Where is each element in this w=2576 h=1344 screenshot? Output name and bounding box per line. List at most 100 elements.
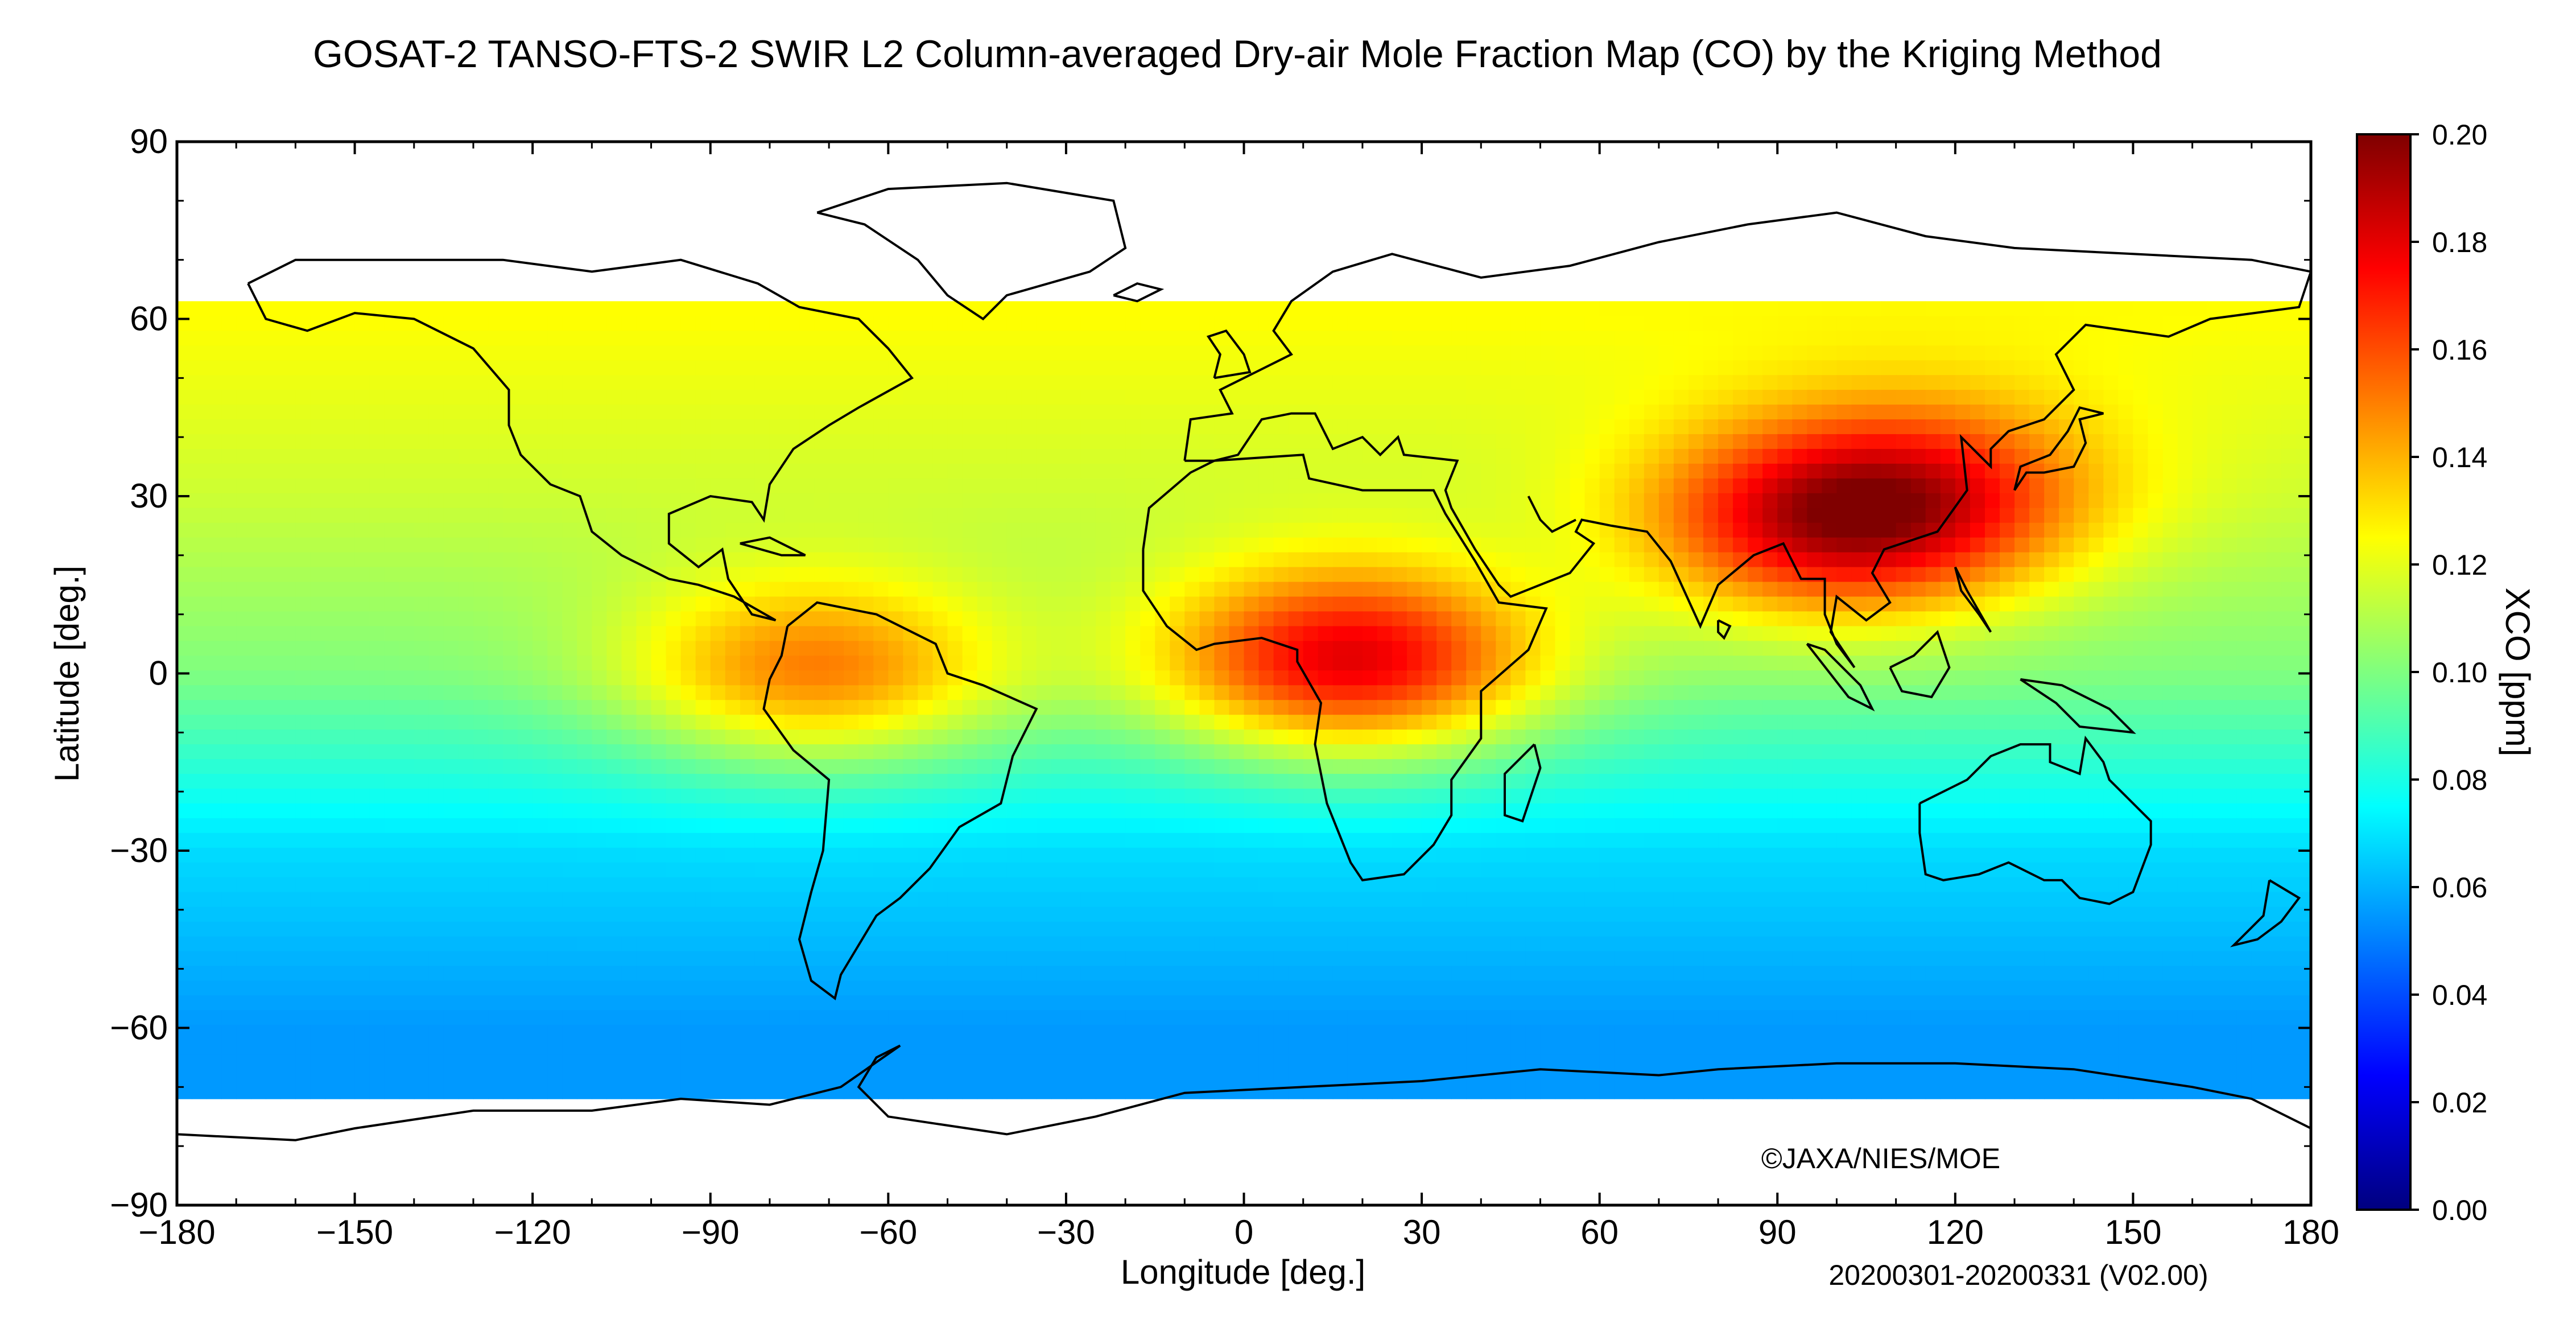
heat-cell (1673, 345, 1689, 361)
heat-cell (651, 803, 667, 819)
heat-cell (710, 655, 726, 671)
heat-cell (1140, 419, 1155, 435)
heat-cell (1496, 685, 1511, 700)
heat-cell (1629, 655, 1645, 671)
heat-cell (1096, 655, 1111, 671)
heat-cell (1451, 567, 1467, 583)
heat-cell (858, 596, 874, 612)
heat-cell (458, 522, 474, 538)
heat-cell (1496, 390, 1511, 405)
heat-cell (2222, 611, 2238, 627)
heat-cell (428, 774, 444, 789)
heat-cell (2074, 774, 2089, 789)
heat-cell (295, 552, 311, 568)
heat-cell (1777, 670, 1793, 686)
heat-cell (266, 670, 281, 686)
heat-cell (1851, 448, 1867, 464)
heat-cell (680, 331, 696, 346)
heat-cell (532, 788, 548, 804)
heat-cell (1066, 655, 1081, 671)
heat-cell (1111, 788, 1126, 804)
heat-cell (399, 345, 415, 361)
heat-cell (1096, 611, 1111, 627)
heat-cell (1125, 508, 1141, 523)
heat-cell (680, 655, 696, 671)
heat-cell (295, 611, 311, 627)
heat-cell (310, 729, 326, 745)
heat-cell (310, 611, 326, 627)
heat-cell (577, 655, 592, 671)
heat-cell (1436, 611, 1452, 627)
heat-cell (443, 611, 459, 627)
heat-cell (503, 316, 518, 331)
heat-cell (1733, 596, 1748, 612)
heat-cell (1940, 434, 1956, 450)
heat-cell (1392, 405, 1407, 420)
heat-cell (1407, 405, 1422, 420)
heat-cell (1777, 463, 1793, 479)
heat-cell (1970, 641, 1985, 656)
heat-cell (443, 301, 459, 316)
heat-cell (1718, 478, 1733, 494)
heat-cell (1733, 522, 1748, 538)
heat-cell (354, 552, 370, 568)
heat-cell (1170, 375, 1185, 390)
heat-cell (1080, 375, 1096, 390)
heat-cell (2251, 434, 2267, 450)
heat-cell (1925, 774, 1941, 789)
heat-cell (844, 788, 859, 804)
heat-cell (1332, 774, 1348, 789)
heat-cell (236, 788, 251, 804)
heat-cell (577, 448, 592, 464)
heat-cell (562, 522, 577, 538)
heat-cell (207, 655, 222, 671)
heat-cell (458, 715, 474, 730)
heat-cell (2251, 744, 2267, 760)
heat-cell (1881, 611, 1897, 627)
heat-cell (1436, 803, 1452, 819)
heat-cell (2044, 611, 2059, 627)
heat-cell (1896, 331, 1912, 346)
heat-cell (710, 685, 726, 700)
heat-cell (1733, 788, 1748, 804)
heat-cell (666, 803, 682, 819)
heat-cell (1584, 448, 1600, 464)
heat-cell (1955, 331, 1971, 346)
heat-cell (1970, 759, 1985, 774)
heat-cell (503, 331, 518, 346)
heat-cell (1999, 301, 2015, 316)
heat-cell (1407, 729, 1422, 745)
heat-cell (680, 434, 696, 450)
heat-cell (1155, 582, 1170, 597)
heat-cell (1199, 803, 1215, 819)
heat-cell (1273, 803, 1289, 819)
heat-cell (636, 522, 652, 538)
heat-cell (1658, 463, 1674, 479)
heat-cell (1407, 331, 1422, 346)
heat-cell (1229, 493, 1245, 509)
heat-cell (503, 670, 518, 686)
heat-cell (1777, 478, 1793, 494)
heat-cell (592, 700, 608, 715)
heat-cell (740, 419, 756, 435)
heat-cell (1155, 700, 1170, 715)
heat-cell (666, 493, 682, 509)
heat-cell (1896, 552, 1912, 568)
heat-cell (903, 611, 919, 627)
heat-cell (1570, 596, 1586, 612)
heat-cell (1792, 331, 1807, 346)
heat-cell (1777, 685, 1793, 700)
heat-cell (2296, 301, 2311, 316)
heat-cell (1407, 611, 1422, 627)
heat-cell (1792, 759, 1807, 774)
heat-cell (295, 655, 311, 671)
heat-cell (621, 390, 637, 405)
heat-cell (1718, 360, 1733, 376)
heat-cell (1584, 375, 1600, 390)
heat-cell (1125, 345, 1141, 361)
heat-cell (399, 522, 415, 538)
heat-cell (2207, 434, 2223, 450)
heat-cell (1436, 788, 1452, 804)
heat-cell (192, 375, 207, 390)
heat-cell (725, 522, 741, 538)
